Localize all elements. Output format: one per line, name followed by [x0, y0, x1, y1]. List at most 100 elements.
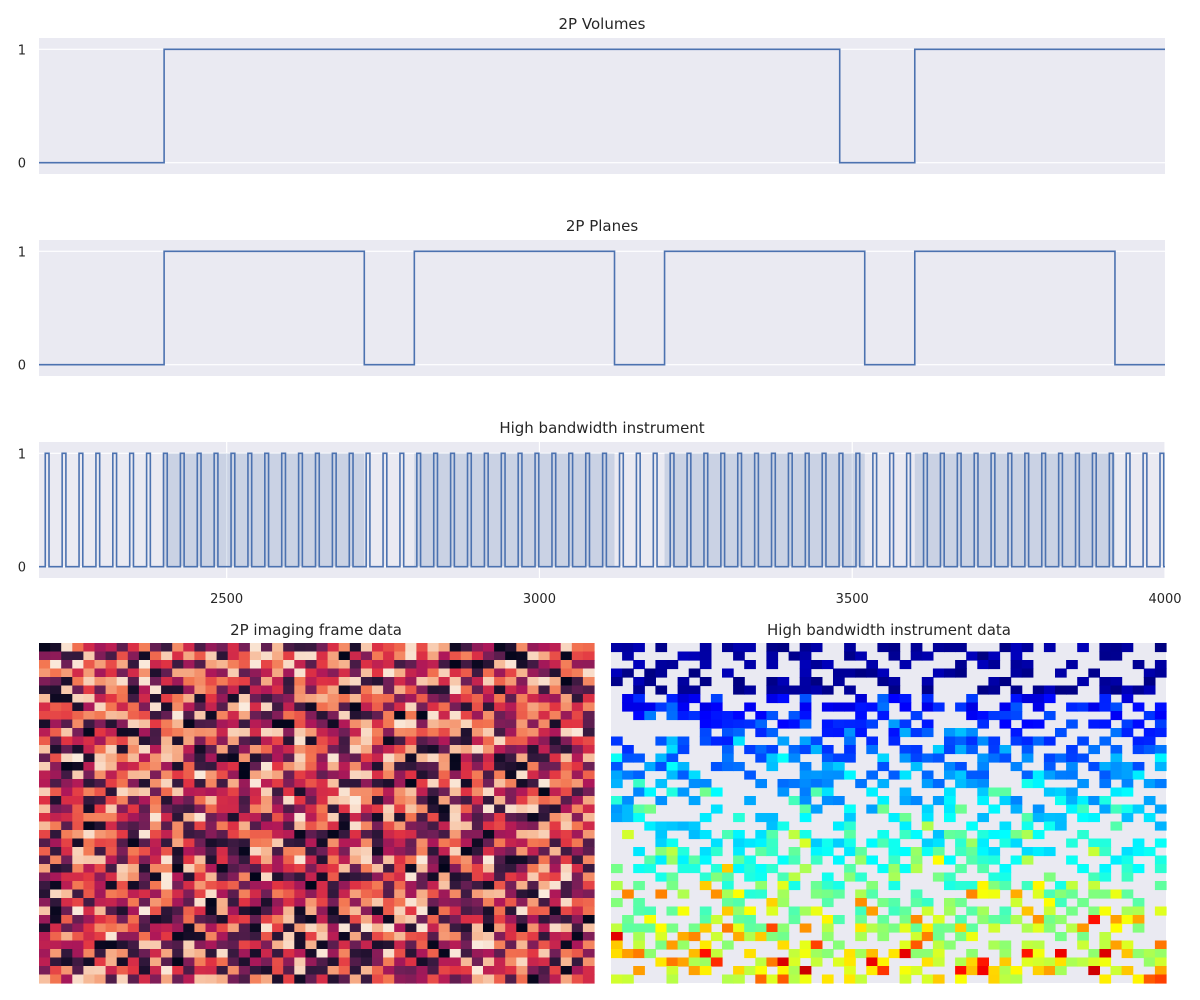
heatmap-cell	[471, 753, 484, 763]
heatmap-cell	[688, 796, 701, 806]
heatmap-cell	[360, 753, 373, 763]
heatmap-cell	[582, 906, 595, 916]
heatmap-cell	[494, 643, 506, 653]
heatmap-cell	[1143, 949, 1156, 959]
heatmap-cell	[138, 796, 151, 806]
heatmap-cell	[699, 677, 712, 687]
heatmap-cell	[516, 770, 528, 780]
heatmap-cell	[227, 847, 240, 857]
heatmap-cell	[127, 668, 140, 678]
heatmap-cell	[777, 736, 790, 746]
heatmap-cell	[83, 677, 96, 687]
heatmap-cell	[1121, 770, 1134, 780]
xtick-label: 4000	[1148, 592, 1181, 607]
heatmap-cell	[921, 677, 934, 687]
heatmap-cell	[83, 847, 96, 857]
heatmap-cell	[1110, 804, 1123, 814]
heatmap-cell	[138, 855, 151, 865]
heatmap-cell	[766, 821, 779, 831]
heatmap-cell	[582, 694, 595, 704]
heatmap-cell	[910, 847, 923, 857]
heatmap-cell	[799, 668, 812, 678]
heatmap-cell	[116, 685, 129, 695]
heatmap-cell	[216, 847, 229, 857]
heatmap-cell	[161, 940, 173, 950]
heatmap-cell	[427, 804, 440, 814]
heatmap-cell	[538, 736, 551, 746]
heatmap-cell	[1043, 694, 1056, 704]
heatmap-cell	[821, 685, 834, 695]
heatmap-cell	[571, 830, 584, 840]
heatmap-cell	[61, 966, 73, 976]
heatmap-cell	[677, 932, 690, 942]
heatmap-cell	[505, 940, 517, 950]
heatmap-cell	[1099, 847, 1112, 857]
heatmap-cell	[699, 915, 712, 925]
heatmap-cell	[471, 838, 484, 848]
heatmap-cell	[261, 668, 273, 678]
heatmap-cell	[460, 711, 473, 721]
heatmap-cell	[483, 804, 495, 814]
heatmap-cell	[1143, 736, 1156, 746]
heatmap-cell	[855, 694, 867, 704]
heatmap-cell	[438, 762, 451, 772]
heatmap-cell	[327, 864, 340, 874]
heatmap-cell	[516, 838, 528, 848]
heatmap-cell	[810, 804, 823, 814]
heatmap-cell	[83, 838, 96, 848]
heatmap-cell	[844, 864, 856, 874]
heatmap-cell	[261, 745, 273, 755]
heatmap-cell	[1154, 711, 1167, 721]
heatmap-cell	[316, 881, 329, 891]
heatmap-cell	[261, 830, 273, 840]
heatmap-cell	[261, 864, 273, 874]
heatmap-cell	[150, 864, 162, 874]
heatmap-cell	[72, 719, 84, 729]
heatmap-cell	[644, 949, 656, 959]
heatmap-cell	[888, 872, 901, 882]
heatmap-cell	[1066, 906, 1078, 916]
heatmap-cell	[977, 753, 989, 763]
heatmap-cell	[416, 668, 429, 678]
heatmap-cell	[505, 804, 517, 814]
heatmap-cell	[416, 915, 429, 925]
frame-heatmap-panel: 2P imaging frame data	[39, 621, 595, 984]
heatmap-cell	[560, 864, 573, 874]
heatmap-cell	[405, 643, 417, 653]
heatmap-cell	[127, 872, 140, 882]
heatmap-cell	[249, 779, 262, 789]
heatmap-cell	[272, 855, 284, 865]
heatmap-cell	[261, 974, 273, 984]
heatmap-cell	[1043, 821, 1056, 831]
heatmap-cell	[261, 779, 273, 789]
heatmap-cell	[305, 923, 318, 933]
heatmap-cell	[799, 702, 812, 712]
heatmap-cell	[72, 736, 84, 746]
heatmap-cell	[427, 872, 440, 882]
heatmap-cell	[216, 821, 229, 831]
heatmap-cell	[349, 864, 362, 874]
heatmap-cell	[855, 711, 867, 721]
heatmap-cell	[471, 915, 484, 925]
heatmap-cell	[405, 889, 417, 899]
heatmap-cell	[138, 779, 151, 789]
heatmap-cell	[944, 762, 956, 772]
heatmap-cell	[582, 872, 595, 882]
heatmap-cell	[733, 711, 745, 721]
heatmap-cell	[810, 660, 823, 670]
heatmap-cell	[116, 906, 129, 916]
heatmap-cell	[1143, 779, 1156, 789]
heatmap-cell	[899, 787, 912, 797]
heatmap-cell	[216, 753, 229, 763]
heatmap-cell	[50, 932, 62, 942]
heatmap-cell	[449, 651, 462, 661]
heatmap-cell	[94, 711, 107, 721]
heatmap-cell	[516, 872, 528, 882]
heatmap-cell	[494, 787, 506, 797]
planes-ytick-0: 0	[18, 359, 26, 374]
heatmap-cell	[305, 719, 318, 729]
heatmap-cell	[888, 736, 901, 746]
heatmap-cell	[799, 796, 812, 806]
heatmap-cell	[105, 694, 118, 704]
heatmap-cell	[394, 779, 406, 789]
